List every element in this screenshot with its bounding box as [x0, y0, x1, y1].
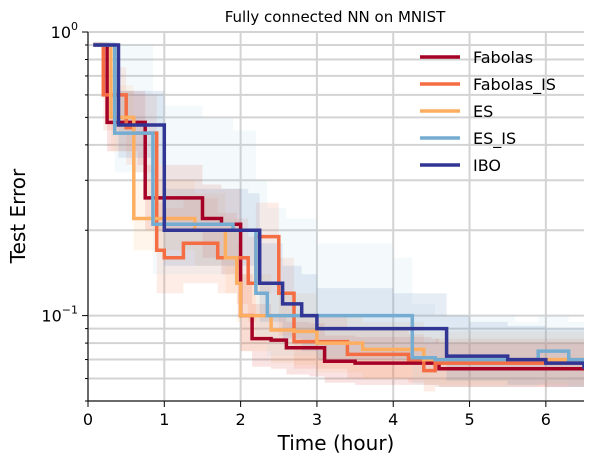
y-tick-label: 100 — [51, 20, 78, 42]
y-axis-label: Test Error — [6, 168, 30, 264]
series-lines — [93, 43, 584, 373]
x-tick-label: 6 — [541, 410, 551, 429]
y-tick-label: 10−1 — [41, 304, 78, 326]
legend-label-ibo: IBO — [473, 156, 501, 175]
series-line-ibo — [93, 43, 584, 369]
legend: Fabolas Fabolas_IS ES ES_IS IBO — [420, 48, 556, 175]
tick-labels: 0 1 2 3 4 5 6 100 10−1 — [41, 20, 551, 429]
chart-title: Fully connected NN on MNIST — [225, 8, 446, 26]
legend-label-fabolas-is: Fabolas_IS — [473, 75, 556, 95]
x-tick-label: 2 — [236, 410, 246, 429]
x-tick-label: 1 — [159, 410, 169, 429]
legend-label-es-is: ES_IS — [473, 129, 516, 149]
x-tick-label: 3 — [312, 410, 322, 429]
legend-label-es: ES — [473, 102, 493, 121]
x-axis-label: Time (hour) — [277, 431, 395, 455]
series-line-fabolas — [93, 43, 584, 371]
band-es-is — [93, 40, 584, 392]
x-tick-label: 5 — [464, 410, 474, 429]
axes — [82, 31, 584, 407]
band-fabolas — [93, 42, 584, 387]
legend-label-fabolas: Fabolas — [473, 48, 533, 67]
x-tick-label: 4 — [388, 410, 398, 429]
x-tick-label: 0 — [83, 410, 93, 429]
